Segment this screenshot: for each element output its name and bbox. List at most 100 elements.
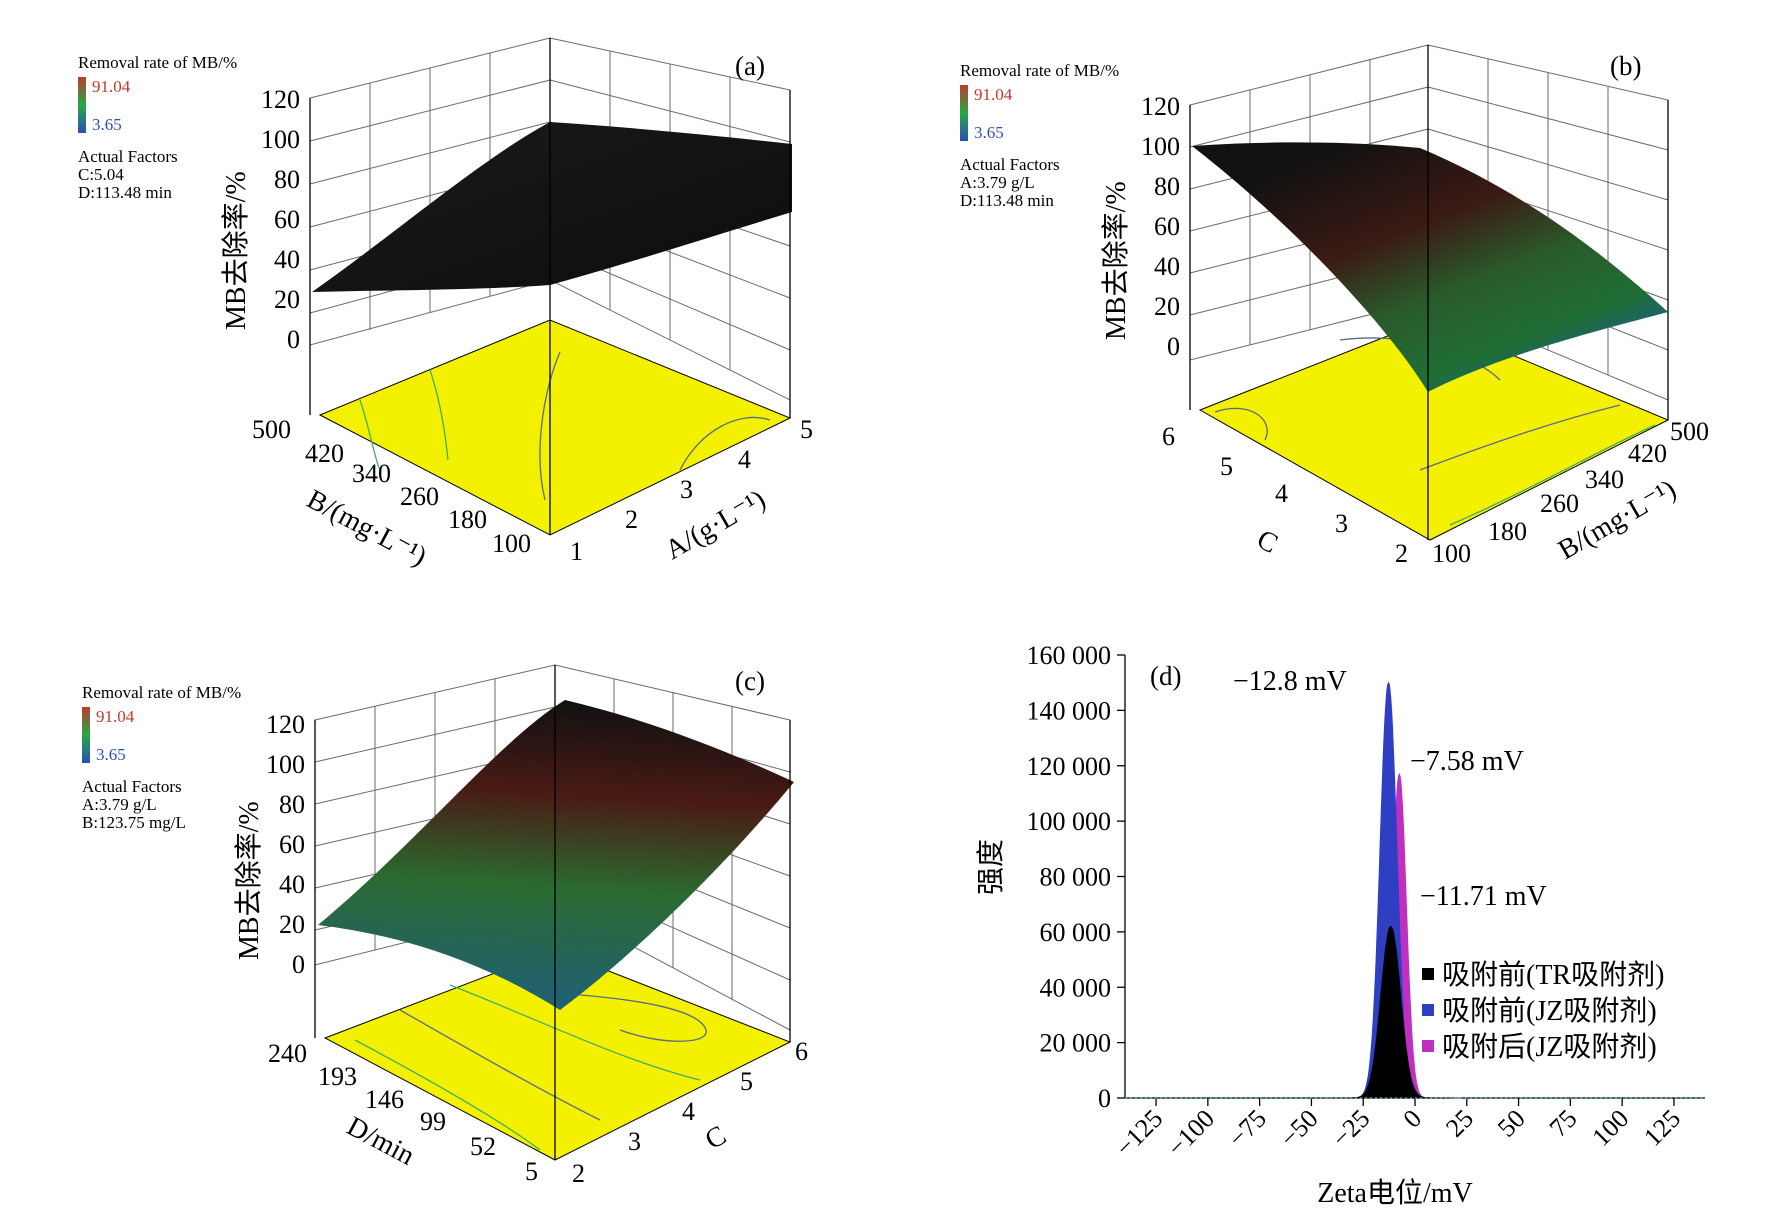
panel-b-factors-title: Actual Factors [960, 155, 1060, 174]
panel-a-left-tick: 340 [352, 459, 391, 488]
panel-c: (c) Removal rate of MB/% 91.04 3.65 Actu… [82, 664, 808, 1188]
panel-b-z-label: MB去除率/% [1100, 181, 1132, 340]
panel-c-left-tick: 99 [420, 1107, 446, 1136]
panel-d-x-tick-label: −25 [1326, 1104, 1375, 1153]
panel-a-z-tick: 20 [274, 285, 300, 314]
panel-d-x-ticks: −125−100 −75 −50 −25 0 25 50 75 100 125 [1110, 1098, 1686, 1162]
panel-b-axes [1189, 45, 1669, 540]
panel-a-left-ticks: 500 420 340 260 180 100 [252, 415, 531, 558]
panel-b-z-tick: 40 [1154, 252, 1180, 281]
panel-b-z-tick: 80 [1154, 172, 1180, 201]
panel-c-left-tick: 146 [365, 1085, 404, 1114]
panel-b-right-tick: 260 [1540, 489, 1579, 518]
panel-d-legend-swatch-tr [1422, 968, 1434, 980]
panel-a-left-tick: 260 [400, 482, 439, 511]
panel-b-label: (b) [1610, 51, 1641, 81]
panel-d-label: (d) [1150, 661, 1181, 691]
panel-b-legend-title: Removal rate of MB/% [960, 61, 1119, 80]
panel-d-x-tick-label: −75 [1223, 1104, 1272, 1153]
panel-c-surface [318, 700, 794, 1010]
panel-c-legend-low: 3.65 [96, 745, 126, 764]
panel-a-legend-title: Removal rate of MB/% [78, 53, 237, 72]
panel-d-x-tick-label: −125 [1110, 1104, 1168, 1162]
panel-d-x-tick-label: 50 [1492, 1104, 1531, 1143]
panel-b-right-tick: 180 [1488, 517, 1527, 546]
panel-a: (a) Removal rate of MB/% 91.04 3.65 Actu… [78, 37, 813, 572]
panel-c-factor-2: B:123.75 mg/L [82, 813, 186, 832]
panel-a-factor-1: C:5.04 [78, 165, 124, 184]
panel-c-right-tick: 4 [682, 1097, 695, 1126]
panel-a-z-tick: 80 [274, 165, 300, 194]
panel-d-y-tick-label: 80 000 [1040, 863, 1112, 892]
panel-a-z-tick: 40 [274, 245, 300, 274]
panel-d-ylabel: 强度 [975, 839, 1007, 895]
panel-a-factors-title: Actual Factors [78, 147, 178, 166]
panel-c-left-tick: 240 [268, 1039, 307, 1068]
panel-c-z-ticks: 0 20 40 60 80 100 120 [266, 710, 305, 979]
panel-d-y-tick-label: 40 000 [1040, 973, 1112, 1002]
panel-b-legend: Removal rate of MB/% 91.04 3.65 Actual F… [960, 61, 1119, 210]
panel-c-legend-title: Removal rate of MB/% [82, 683, 241, 702]
panel-b-right-tick: 100 [1432, 539, 1471, 568]
panel-a-left-tick: 100 [492, 529, 531, 558]
panel-a-legend-low: 3.65 [92, 115, 122, 134]
panel-d-x-tick-label: 25 [1440, 1104, 1479, 1143]
panel-d-annotation-3: −11.71 mV [1420, 881, 1547, 912]
panel-a-left-tick: 420 [305, 439, 344, 468]
panel-a-z-label: MB去除率/% [220, 171, 252, 330]
panel-a-factor-2: D:113.48 min [78, 183, 172, 202]
panel-b-factor-1: A:3.79 g/L [960, 173, 1035, 192]
panel-b-z-tick: 100 [1141, 132, 1180, 161]
panel-d-y-tick-label: 0 [1098, 1084, 1111, 1113]
panel-d-y-tick-label: 20 000 [1040, 1029, 1112, 1058]
panel-c-z-tick: 80 [279, 790, 305, 819]
panel-b-left-tick: 5 [1220, 452, 1233, 481]
panel-d-y-tick-label: 100 000 [1027, 807, 1112, 836]
panel-c-z-tick: 0 [292, 950, 305, 979]
panel-c-right-tick: 5 [740, 1067, 753, 1096]
panel-c-legend-bar [82, 707, 90, 763]
panel-b-left-label: C [1252, 524, 1283, 560]
panel-d-annotation-1: −12.8 mV [1233, 666, 1347, 697]
panel-d-series-tr [1328, 925, 1453, 1099]
panel-b-right-ticks: 100 180 260 340 420 500 [1432, 417, 1709, 568]
panel-c-right-tick: 3 [628, 1127, 641, 1156]
panel-d-annotation-2: −7.58 mV [1410, 746, 1524, 777]
panel-c-z-tick: 60 [279, 830, 305, 859]
panel-b-left-tick: 2 [1395, 539, 1408, 568]
panel-c-left-tick: 193 [318, 1062, 357, 1091]
panel-d-y-tick-label: 160 000 [1027, 641, 1112, 670]
panel-c-right-label: C [700, 1120, 732, 1156]
panel-c-left-tick: 52 [470, 1132, 496, 1161]
panel-d-legend-label-tr: 吸附前(TR吸附剂) [1442, 959, 1664, 991]
panel-a-legend-bar [78, 77, 86, 133]
panel-c-z-tick: 100 [266, 750, 305, 779]
panel-d-y-tick-label: 120 000 [1027, 752, 1112, 781]
panel-a-legend: Removal rate of MB/% 91.04 3.65 Actual F… [78, 53, 237, 202]
panel-b: (b) Removal rate of MB/% 91.04 3.65 Actu… [960, 44, 1709, 568]
panel-c-z-tick: 20 [279, 910, 305, 939]
panel-b-legend-low: 3.65 [974, 123, 1004, 142]
panel-a-label: (a) [735, 51, 765, 81]
panel-a-z-tick: 120 [261, 85, 300, 114]
panel-a-z-ticks: 0 20 40 60 80 100 120 [261, 85, 300, 354]
panel-a-right-tick: 4 [738, 445, 751, 474]
panel-a-z-tick: 0 [287, 325, 300, 354]
panel-c-floor-contours [354, 984, 707, 1151]
panel-a-left-tick: 180 [448, 505, 487, 534]
panel-b-right-tick: 500 [1670, 417, 1709, 446]
panel-a-right-tick: 1 [570, 537, 583, 566]
panel-a-right-tick: 2 [625, 505, 638, 534]
panel-d-y-tick-label: 60 000 [1040, 918, 1112, 947]
panel-d-y-tick-label: 140 000 [1027, 696, 1112, 725]
panel-a-z-tick: 100 [261, 125, 300, 154]
panel-d: 0 20 000 40 000 60 000 80 000 100 000 120 000 1… [975, 641, 1705, 1209]
panel-c-z-label: MB去除率/% [233, 801, 265, 960]
panel-b-z-ticks: 0 20 40 60 80 100 120 [1141, 92, 1180, 361]
panel-c-z-tick: 120 [266, 710, 305, 739]
panel-b-legend-high: 91.04 [974, 85, 1013, 104]
panel-d-y-ticks: 0 20 000 40 000 60 000 80 000 100 000 120 000 1… [1027, 641, 1125, 1113]
panel-d-x-tick-label: 125 [1638, 1104, 1686, 1152]
panel-c-legend-high: 91.04 [96, 707, 135, 726]
